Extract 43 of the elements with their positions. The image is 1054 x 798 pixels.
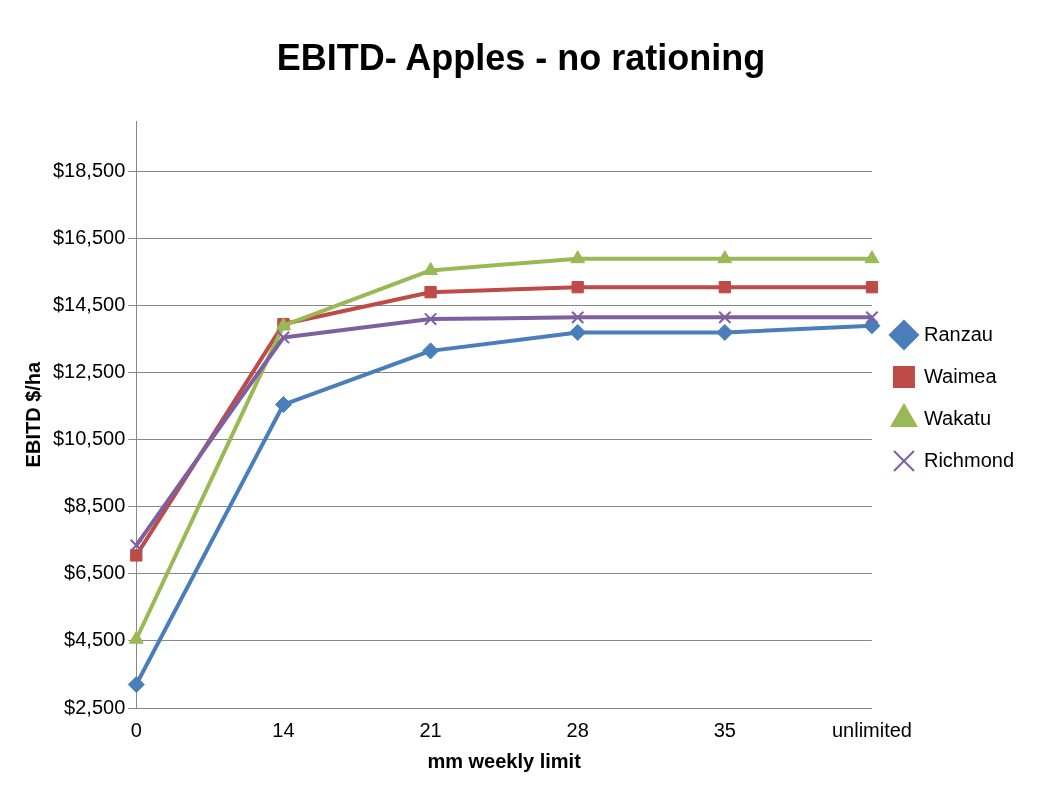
point [571, 310, 585, 325]
y-tick-label: $8,500 [64, 494, 126, 517]
point [274, 396, 292, 414]
x-tick-label: unlimited [831, 718, 912, 741]
x-tick-label: 0 [130, 718, 142, 741]
point [863, 317, 881, 335]
x-tick-label: 28 [566, 718, 589, 741]
y-tick-label: $2,500 [64, 695, 126, 718]
point [864, 250, 880, 264]
point [276, 330, 291, 345]
point [570, 250, 586, 264]
point [423, 261, 438, 275]
point [865, 310, 879, 325]
point [718, 281, 731, 294]
point [422, 342, 440, 360]
y-tick-label: $12,500 [53, 360, 126, 383]
point [571, 281, 584, 294]
y-tick-label: $6,500 [64, 561, 126, 584]
legend-label: Wakatu [923, 406, 992, 429]
legend-label: Ranzau [923, 322, 993, 345]
x-axis-title: mm weekly limit [427, 749, 582, 772]
y-tick-label: $16,500 [53, 226, 126, 249]
point [130, 549, 143, 562]
point [717, 250, 733, 264]
legend-label: Waimea [923, 364, 998, 387]
y-tick-label: $4,500 [64, 628, 126, 651]
point [424, 286, 437, 299]
point [865, 281, 879, 294]
point [423, 312, 438, 326]
point [716, 323, 734, 341]
point [129, 538, 143, 553]
chart-title: EBITD- Apples - no rationing [276, 36, 766, 78]
x-tick-label: 14 [272, 718, 295, 741]
point [718, 310, 732, 325]
y-tick-label: $10,500 [53, 427, 126, 450]
point [569, 323, 587, 341]
legend-label: Richmond [923, 448, 1015, 471]
x-tick-label: 35 [713, 718, 736, 741]
y-tick-label: $18,500 [53, 159, 126, 182]
x-tick-label: 21 [419, 718, 442, 741]
y-axis-title: EBITD $/ha [21, 360, 44, 468]
y-tick-label: $14,500 [53, 293, 126, 316]
point [127, 676, 145, 694]
